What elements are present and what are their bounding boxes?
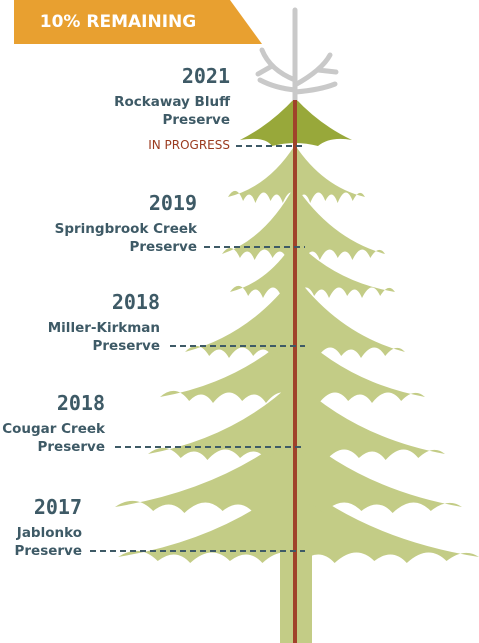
- milestone-name: Preserve: [129, 239, 197, 255]
- milestone-name: Rockaway Bluff: [114, 94, 231, 110]
- milestone-name: Jablonko: [16, 525, 82, 541]
- milestone-year: 2017: [34, 495, 82, 519]
- milestone-status: IN PROGRESS: [148, 138, 230, 152]
- milestone-name: Springbrook Creek: [55, 221, 198, 237]
- banner-text: 10% REMAINING: [40, 12, 196, 32]
- milestone-name: Cougar Creek: [2, 421, 106, 437]
- milestone-year: 2018: [112, 290, 160, 314]
- infographic: 10% REMAINING 2021 Rockaway Bluff Preserve…: [0, 0, 479, 643]
- milestone-name: Preserve: [162, 112, 230, 128]
- milestone-year: 2021: [182, 64, 230, 88]
- antler-top: [258, 10, 336, 100]
- tree-tier: [222, 185, 385, 260]
- milestone-year: 2019: [149, 191, 197, 215]
- milestone-name: Preserve: [37, 439, 105, 455]
- milestone-name: Miller-Kirkman: [48, 320, 160, 336]
- milestone-name: Preserve: [14, 543, 82, 559]
- milestone-name: Preserve: [92, 338, 160, 354]
- milestone-year: 2018: [57, 391, 105, 415]
